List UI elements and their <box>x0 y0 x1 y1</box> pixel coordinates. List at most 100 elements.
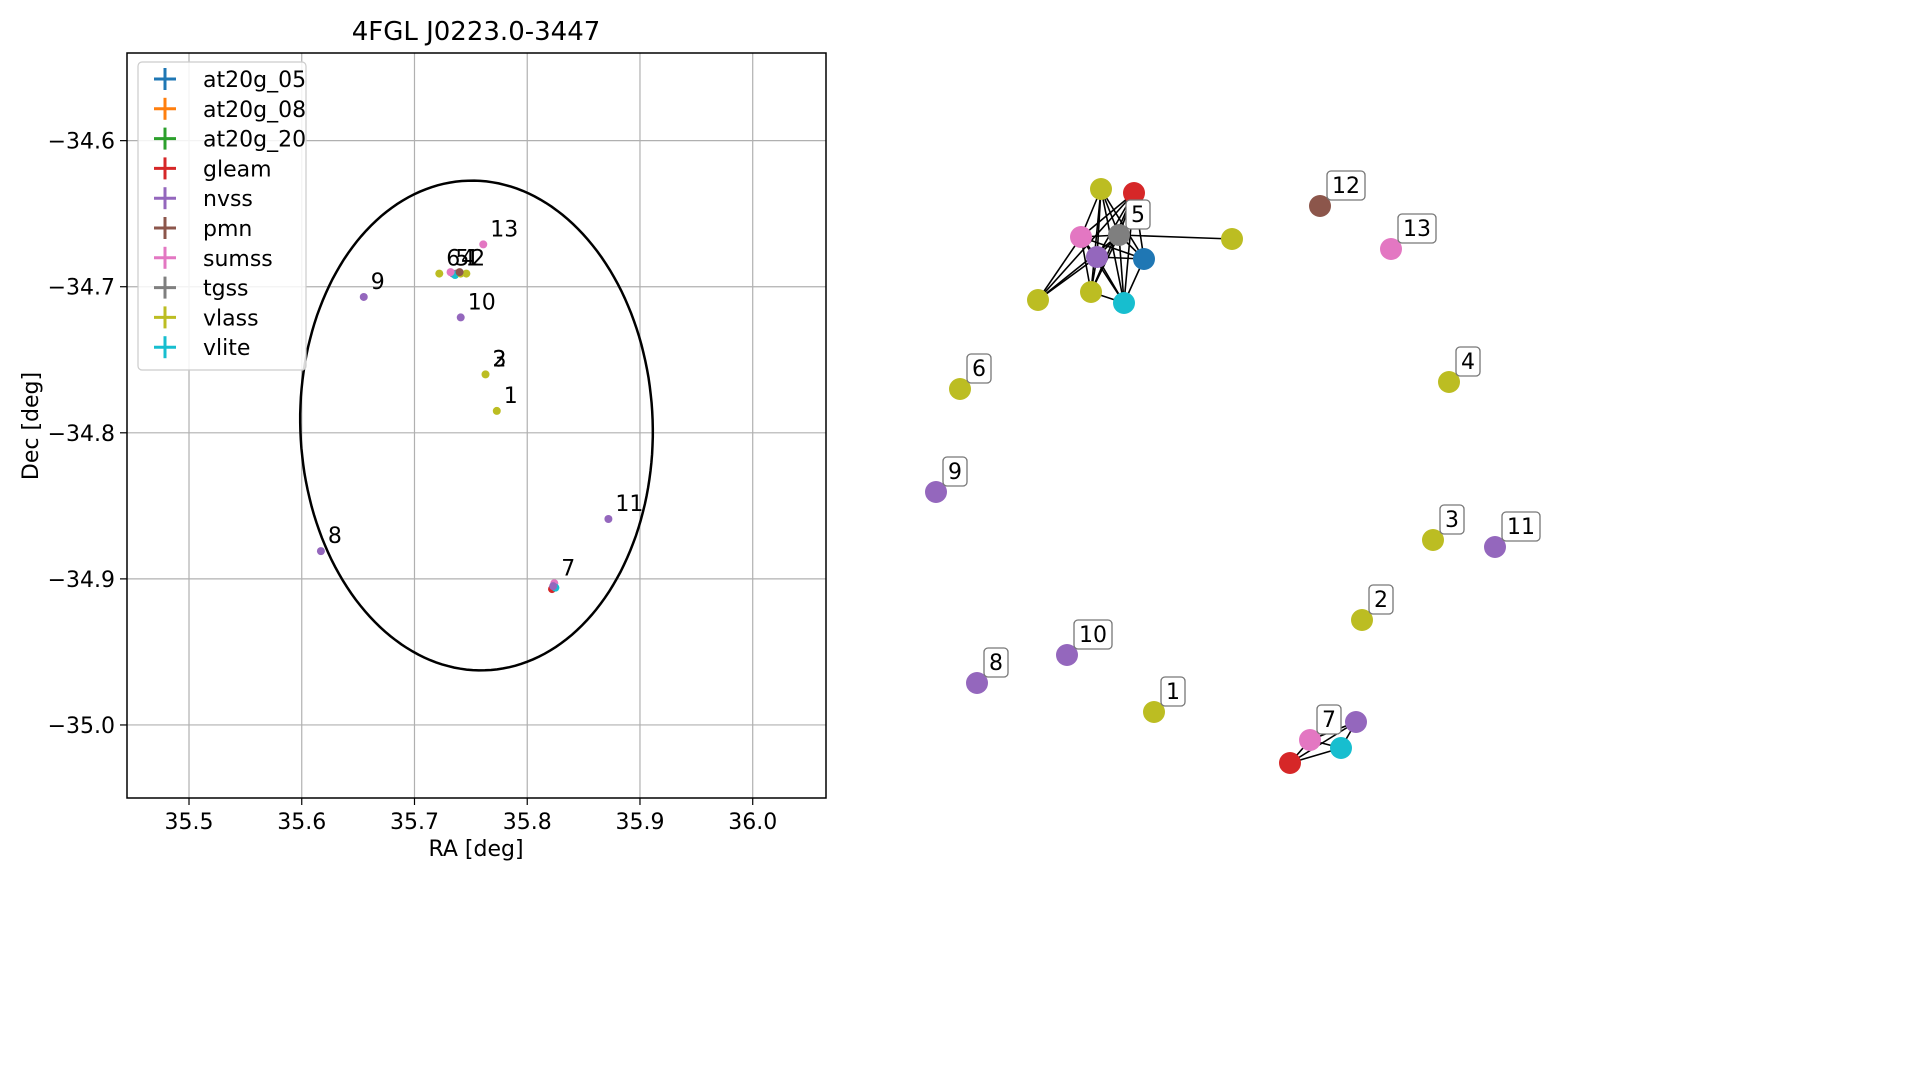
point-label: 13 <box>490 217 518 242</box>
data-point-vlass <box>462 269 471 278</box>
graph-node-vlass <box>949 378 971 400</box>
point-label: 3 <box>493 347 507 372</box>
legend-entry-at20g_05: at20g_05 <box>154 68 306 93</box>
graph-node-vlass <box>1438 371 1460 393</box>
plot-frame <box>126 52 827 799</box>
legend-label: pmn <box>203 217 252 242</box>
graph-edge <box>1080 192 1135 238</box>
legend-label: at20g_05 <box>203 68 306 93</box>
graph-node-gleam <box>1123 182 1145 204</box>
graph-label-text: 1 <box>1166 680 1180 705</box>
data-point-vlass <box>481 370 490 379</box>
graph-node-gleam <box>1279 752 1301 774</box>
data-point-nvss <box>604 514 613 523</box>
graph-node-tgss <box>1108 224 1130 246</box>
point-label: 10 <box>468 290 496 315</box>
graph-node-nvss <box>966 672 988 694</box>
graph-label-box <box>1368 584 1394 615</box>
y-tick-label: −34.8 <box>48 422 115 447</box>
graph-node-label: 5 <box>1125 199 1151 230</box>
legend-entry-tgss: tgss <box>154 276 249 302</box>
graph-node-at20g_05 <box>1133 248 1155 270</box>
point-label: 1 <box>504 384 518 409</box>
point-label: 7 <box>561 556 575 581</box>
graph-node-nvss <box>1086 246 1108 268</box>
graph-node-vlass <box>1090 178 1112 200</box>
point-label: 4 <box>461 247 475 272</box>
graph-label-text: 9 <box>948 460 962 485</box>
legend-label: gleam <box>203 157 272 182</box>
graph-node-label: 13 <box>1397 213 1437 244</box>
graph-node-vlass <box>1351 609 1373 631</box>
graph-node-nvss <box>1056 644 1078 666</box>
point-label: 9 <box>371 270 385 295</box>
graph-node-vlass <box>1221 228 1243 250</box>
legend-entry-at20g_08: at20g_08 <box>154 97 306 123</box>
graph-node-labels: 5 12 13 6 4 9 3 11 2 10 8 1 7 <box>942 170 1541 735</box>
point-label: 1 <box>465 247 479 272</box>
graph-edges <box>1037 188 1357 764</box>
graph-edge <box>1289 721 1357 764</box>
graph-label-box <box>1439 504 1465 535</box>
graph-label-text: 13 <box>1403 217 1431 242</box>
legend-entry-vlite: vlite <box>154 336 250 361</box>
sky-scatter-chart: 4FGL J0223.0-3447 35.5 35.6 35.7 35.8 35.9 36… <box>19 17 827 862</box>
x-axis-label: RA [deg] <box>428 837 523 862</box>
graph-label-text: 12 <box>1332 174 1360 199</box>
graph-edge <box>1037 236 1082 301</box>
legend-label: vlite <box>203 336 250 361</box>
graph-node-sumss <box>1299 729 1321 751</box>
legend-label: sumss <box>203 247 273 272</box>
graph-label-text: 3 <box>1445 508 1459 533</box>
graph-node-vlass <box>1422 529 1444 551</box>
graph-node-label: 12 <box>1326 170 1366 201</box>
graph-label-text: 10 <box>1079 623 1107 648</box>
point-label: 2 <box>471 247 485 272</box>
graph-node-label: 9 <box>942 456 968 487</box>
legend-entry-nvss: nvss <box>154 187 253 212</box>
graph-label-box <box>1125 199 1151 230</box>
graph-node-label: 11 <box>1501 511 1541 542</box>
graph-label-box <box>942 456 968 487</box>
legend-box <box>137 61 307 371</box>
point-label: 6 <box>446 247 460 272</box>
association-graph: 5 12 13 6 4 9 3 11 2 10 8 1 7 <box>925 170 1541 774</box>
graph-label-text: 4 <box>1461 350 1475 375</box>
y-tick-label: −34.7 <box>48 276 115 301</box>
point-label: 5 <box>455 247 469 272</box>
data-point-nvss <box>456 313 465 322</box>
graph-label-text: 5 <box>1131 203 1145 228</box>
data-point-nvss <box>359 292 368 301</box>
graph-node-sumss <box>1070 226 1092 248</box>
y-tick-label: −35.0 <box>48 714 115 739</box>
graph-node-label: 1 <box>1160 676 1186 707</box>
graph-label-box <box>1073 619 1113 650</box>
y-axis-label: Dec [deg] <box>19 372 44 480</box>
graph-label-box <box>983 647 1009 678</box>
graph-edge <box>1118 234 1125 304</box>
graph-edge <box>1037 256 1098 301</box>
data-point-sumss <box>479 240 488 249</box>
legend-label: tgss <box>203 277 249 302</box>
y-tick-label: −34.9 <box>48 568 115 593</box>
graph-node-label: 8 <box>983 647 1009 678</box>
data-point-nvss <box>549 582 558 591</box>
chart-title: 4FGL J0223.0-3447 <box>352 17 601 47</box>
legend-label: at20g_08 <box>203 98 306 123</box>
axis-ticks: 35.5 35.6 35.7 35.8 35.9 36.0 −34.6 −34.7 −34.8 −… <box>48 130 778 835</box>
graph-node-label: 2 <box>1368 584 1394 615</box>
x-tick-label: 35.6 <box>277 810 326 835</box>
graph-edge <box>1037 234 1120 301</box>
graph-node-nvss <box>925 481 947 503</box>
error-ellipse <box>298 179 655 672</box>
graph-node-label: 4 <box>1455 346 1481 377</box>
graph-label-text: 7 <box>1322 708 1336 733</box>
legend-label: vlass <box>203 306 259 331</box>
graph-label-box <box>1455 346 1481 377</box>
graph-node-vlass <box>1027 289 1049 311</box>
legend-label: nvss <box>203 187 253 212</box>
graph-node-sumss <box>1380 238 1402 260</box>
